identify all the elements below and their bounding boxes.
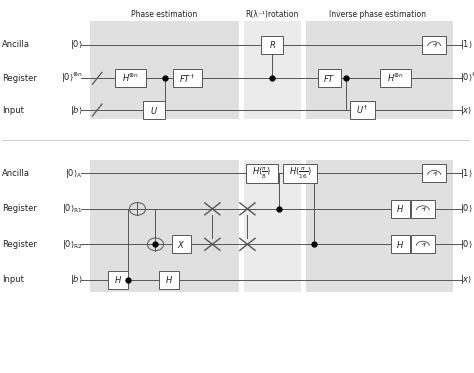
Bar	[143, 101, 165, 119]
Text: $|1\rangle$: $|1\rangle$	[460, 38, 473, 51]
Bar	[411, 200, 435, 218]
Text: $H$: $H$	[396, 239, 405, 250]
Bar	[422, 36, 446, 54]
Bar	[159, 271, 179, 289]
Text: $|0\rangle^{\otimes n}$: $|0\rangle^{\otimes n}$	[61, 71, 83, 85]
Bar	[262, 36, 283, 54]
Text: $H^{\otimes n}$: $H^{\otimes n}$	[122, 72, 139, 84]
Text: Register: Register	[2, 74, 37, 83]
Text: $H$: $H$	[113, 274, 122, 285]
Text: $H^{\otimes n}$: $H^{\otimes n}$	[387, 72, 404, 84]
Text: $U$: $U$	[150, 104, 158, 116]
Text: $|b\rangle$: $|b\rangle$	[70, 104, 83, 116]
Text: Input: Input	[2, 275, 24, 284]
Bar	[380, 69, 411, 87]
Bar	[411, 235, 435, 253]
Text: $|0\rangle_{\rm R1}$: $|0\rangle_{\rm R1}$	[62, 203, 83, 215]
Bar	[244, 160, 301, 292]
Text: Inverse phase estimation: Inverse phase estimation	[329, 10, 426, 19]
Text: Register: Register	[2, 204, 37, 213]
Text: $|0\rangle$: $|0\rangle$	[460, 238, 473, 251]
Bar	[306, 21, 453, 119]
Bar	[350, 101, 375, 119]
Text: Phase estimation: Phase estimation	[131, 10, 198, 19]
Text: $|0\rangle^{\otimes n}$: $|0\rangle^{\otimes n}$	[460, 71, 474, 85]
Text: $H$: $H$	[396, 203, 405, 214]
Text: $H$: $H$	[164, 274, 173, 285]
Text: $FT^\dagger$: $FT^\dagger$	[179, 72, 196, 85]
Text: $|x\rangle$: $|x\rangle$	[460, 104, 472, 116]
Bar	[172, 235, 191, 253]
Bar	[246, 164, 278, 183]
Text: $|b\rangle$: $|b\rangle$	[70, 273, 83, 286]
Text: $|0\rangle_{\rm R2}$: $|0\rangle_{\rm R2}$	[62, 238, 83, 251]
Text: Register: Register	[2, 240, 37, 249]
Bar	[283, 164, 317, 183]
Bar	[90, 160, 239, 292]
Bar	[306, 160, 453, 292]
Bar	[244, 21, 301, 119]
Text: $|0\rangle$: $|0\rangle$	[70, 38, 83, 51]
Bar	[173, 69, 202, 87]
Text: $U^\dagger$: $U^\dagger$	[356, 104, 369, 116]
Text: R(λ⁻¹)rotation: R(λ⁻¹)rotation	[246, 10, 299, 19]
Text: $|0\rangle_{\rm A}$: $|0\rangle_{\rm A}$	[65, 167, 83, 180]
Text: $H(\frac{\pi}{8})$: $H(\frac{\pi}{8})$	[252, 166, 271, 181]
Text: $X$: $X$	[177, 239, 186, 250]
Text: Ancilla: Ancilla	[2, 40, 30, 49]
Text: Input: Input	[2, 106, 24, 115]
Bar	[115, 69, 146, 87]
Bar	[422, 164, 446, 182]
Bar	[391, 235, 410, 253]
Bar	[318, 69, 341, 87]
Text: $R$: $R$	[269, 39, 275, 50]
Bar	[108, 271, 128, 289]
Text: $FT$: $FT$	[323, 73, 336, 84]
Bar	[391, 200, 410, 218]
Text: $H(\frac{\pi}{16})$: $H(\frac{\pi}{16})$	[289, 166, 311, 181]
Text: $|x\rangle$: $|x\rangle$	[460, 273, 472, 286]
Bar	[90, 21, 239, 119]
Text: $|0\rangle$: $|0\rangle$	[460, 203, 473, 215]
Text: $|1\rangle$: $|1\rangle$	[460, 167, 473, 180]
Text: Ancilla: Ancilla	[2, 169, 30, 178]
